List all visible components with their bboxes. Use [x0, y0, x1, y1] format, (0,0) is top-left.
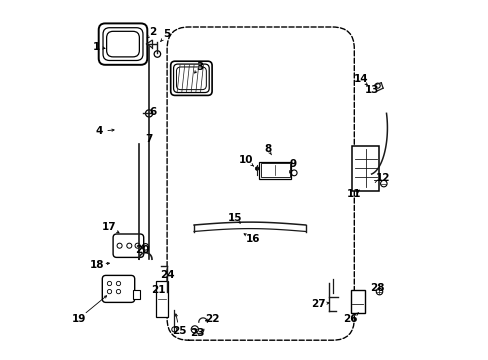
Text: 14: 14: [353, 74, 368, 84]
Text: 28: 28: [370, 283, 384, 293]
Text: 20: 20: [134, 245, 149, 255]
Text: 17: 17: [102, 222, 117, 232]
Text: 25: 25: [172, 326, 186, 336]
Text: 3: 3: [196, 62, 203, 72]
FancyBboxPatch shape: [156, 281, 167, 317]
FancyBboxPatch shape: [113, 234, 143, 257]
Text: 27: 27: [310, 299, 325, 309]
Text: 18: 18: [89, 260, 104, 270]
Circle shape: [255, 167, 258, 170]
Text: 26: 26: [343, 314, 357, 324]
Text: 11: 11: [346, 189, 361, 199]
Text: 4: 4: [95, 126, 102, 136]
Text: 6: 6: [149, 107, 156, 117]
FancyBboxPatch shape: [350, 290, 365, 313]
Text: 8: 8: [264, 144, 271, 154]
Text: 16: 16: [246, 234, 260, 244]
Text: 5: 5: [163, 29, 170, 39]
Text: 10: 10: [239, 155, 253, 165]
Text: 7: 7: [145, 134, 152, 144]
FancyBboxPatch shape: [258, 162, 291, 179]
Text: 2: 2: [149, 27, 156, 37]
Text: 24: 24: [160, 270, 174, 280]
FancyBboxPatch shape: [102, 275, 134, 302]
Text: 9: 9: [289, 159, 296, 169]
Text: 22: 22: [204, 314, 219, 324]
Text: 13: 13: [365, 85, 379, 95]
Text: 15: 15: [228, 213, 242, 223]
Text: 21: 21: [150, 285, 165, 295]
Text: 23: 23: [190, 328, 204, 338]
FancyBboxPatch shape: [133, 290, 140, 299]
FancyBboxPatch shape: [352, 146, 379, 191]
Text: 1: 1: [93, 42, 101, 52]
Text: 19: 19: [72, 314, 86, 324]
Text: 12: 12: [375, 173, 389, 183]
